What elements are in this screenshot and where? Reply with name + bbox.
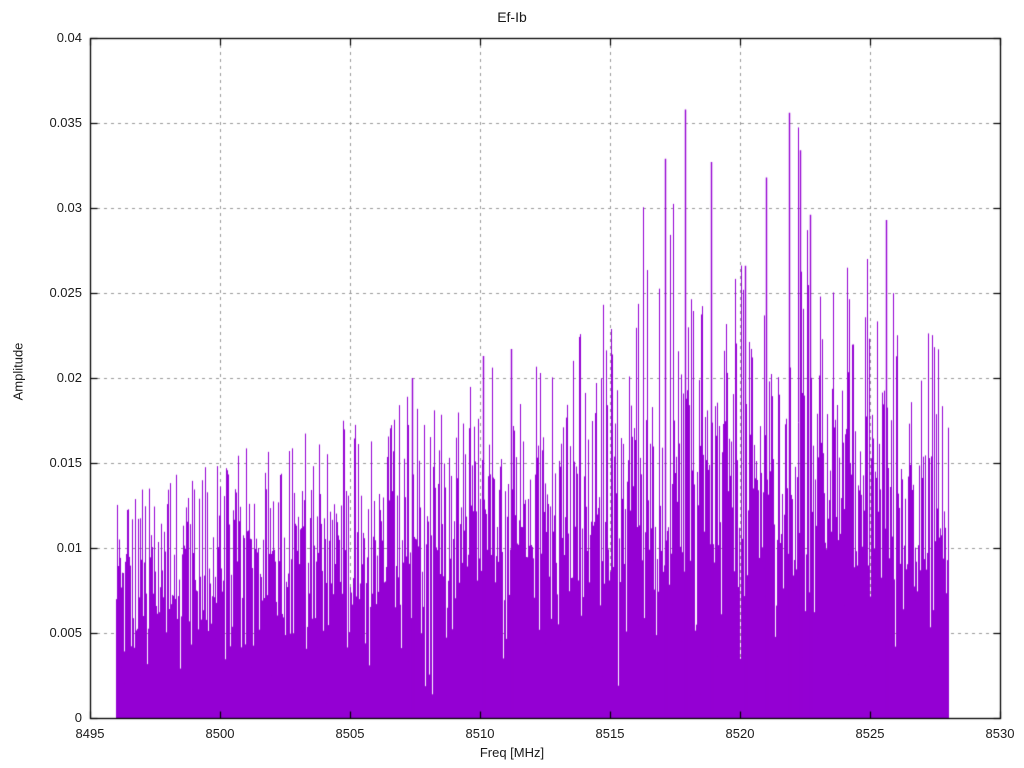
y-tick-label: 0.025 xyxy=(49,285,82,300)
y-tick-label: 0.035 xyxy=(49,115,82,130)
x-tick-label: 8520 xyxy=(725,726,755,741)
x-tick-label: 8495 xyxy=(75,726,105,741)
y-tick-label: 0.005 xyxy=(49,625,82,640)
y-tick-label: 0.02 xyxy=(56,370,82,385)
y-tick-label: 0.015 xyxy=(49,455,82,470)
y-tick-label: 0.03 xyxy=(56,200,82,215)
x-tick-label: 8525 xyxy=(855,726,885,741)
x-axis-title: Freq [MHz] xyxy=(479,745,545,760)
x-tick-label: 8505 xyxy=(335,726,365,741)
y-tick-label: 0.01 xyxy=(56,540,82,555)
y-tick-label: 0.04 xyxy=(56,30,82,45)
x-tick-label: 8500 xyxy=(205,726,235,741)
x-tick-label: 8530 xyxy=(985,726,1015,741)
y-tick-label: 0 xyxy=(74,710,82,725)
chart-title: Ef-Ib xyxy=(497,9,527,25)
x-tick-label: 8510 xyxy=(465,726,495,741)
x-tick-label: 8515 xyxy=(595,726,625,741)
